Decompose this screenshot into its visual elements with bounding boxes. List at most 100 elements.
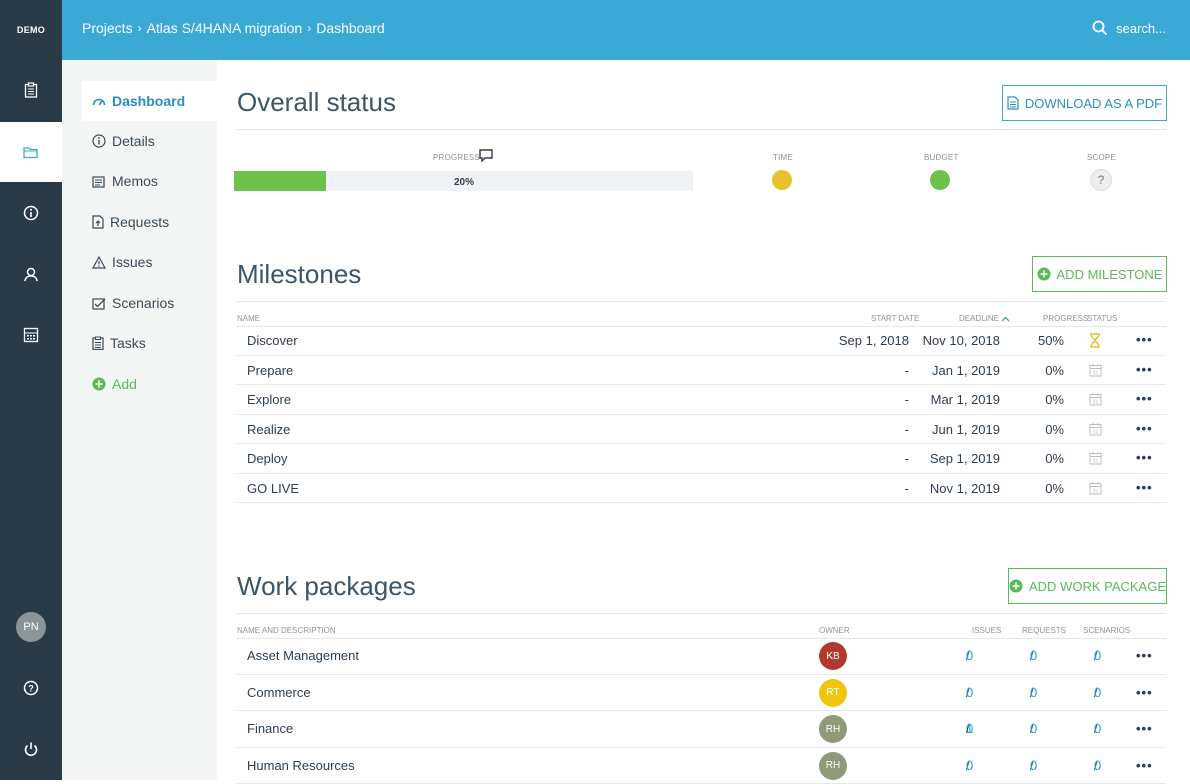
issues-total[interactable]: 0 — [966, 648, 974, 663]
help-icon[interactable]: ? — [0, 658, 62, 718]
milestone-row[interactable]: GO LIVE - Nov 1, 2019 0% 31 ••• — [237, 474, 1166, 503]
sidebar-item-add[interactable]: Add — [82, 364, 217, 404]
folder-icon[interactable] — [0, 122, 62, 182]
requests-open[interactable]: 0 — [1030, 648, 1038, 663]
col-header-name[interactable]: NAME — [237, 314, 261, 323]
milestone-name[interactable]: Discover — [247, 333, 298, 348]
work-package-name[interactable]: Commerce — [247, 684, 311, 700]
milestone-row[interactable]: Realize - Jun 1, 2019 0% 31 ••• — [237, 415, 1166, 444]
more-options-icon[interactable]: ••• — [1136, 361, 1153, 377]
user-search-icon[interactable] — [0, 244, 62, 304]
more-options-icon[interactable]: ••• — [1136, 757, 1153, 773]
more-options-icon[interactable]: ••• — [1136, 391, 1153, 406]
col-header-name-description[interactable]: NAME AND DESCRIPTION — [237, 626, 336, 635]
divider — [237, 638, 1166, 639]
user-avatar[interactable]: PN — [16, 612, 46, 642]
issues-open[interactable]: 0 — [966, 757, 974, 773]
issues-total[interactable]: 0 — [966, 757, 974, 773]
requests-total[interactable]: 0 — [1030, 648, 1038, 663]
milestone-row[interactable]: Explore - Mar 1, 2019 0% 31 ••• — [237, 385, 1166, 415]
scenarios-open[interactable]: 0 — [1094, 757, 1102, 773]
milestone-name[interactable]: Explore — [247, 392, 292, 407]
issues-open[interactable]: 0 — [966, 721, 974, 737]
milestone-row[interactable]: Deploy - Sep 1, 2019 0% 31 ••• — [237, 444, 1166, 474]
more-options-icon[interactable]: ••• — [1136, 332, 1153, 347]
issues-total[interactable]: 0 — [966, 684, 974, 700]
requests-total[interactable]: 0 — [1030, 757, 1038, 773]
requests-open[interactable]: 0 — [1030, 757, 1038, 773]
info-icon[interactable] — [0, 183, 62, 243]
requests-total[interactable]: 0 — [1030, 721, 1038, 737]
requests-total[interactable]: 0 — [1030, 684, 1038, 700]
sidebar-item-label: Details — [112, 133, 155, 149]
owner-avatar[interactable]: RH — [819, 715, 847, 744]
search-box[interactable]: search... — [1092, 20, 1166, 36]
work-package-name[interactable]: Asset Management — [247, 648, 360, 663]
scenarios-total[interactable]: 0 — [1094, 757, 1102, 773]
col-header-deadline[interactable]: DEADLINE — [959, 314, 1010, 323]
milestone-name[interactable]: GO LIVE — [247, 480, 300, 496]
breadcrumb-project[interactable]: Atlas S/4HANA migration — [146, 20, 303, 36]
owner-avatar[interactable]: KB — [819, 642, 847, 670]
scenarios-total[interactable]: 0 — [1094, 684, 1102, 700]
scope-status-indicator[interactable]: ? — [1090, 169, 1112, 191]
col-header-requests[interactable]: REQUESTS — [1022, 626, 1067, 635]
more-options-icon[interactable]: ••• — [1136, 479, 1153, 495]
scenarios-open[interactable]: 0 — [1094, 721, 1102, 737]
more-options-icon[interactable]: ••• — [1136, 684, 1153, 700]
clipboard-icon[interactable] — [0, 60, 62, 120]
work-package-name[interactable]: Human Resources — [247, 757, 355, 773]
issues-open[interactable]: 0 — [966, 684, 974, 700]
work-package-name[interactable]: Finance — [247, 721, 294, 737]
download-pdf-button[interactable]: DOWNLOAD AS A PDF — [1002, 85, 1167, 121]
milestone-row[interactable]: Prepare - Jan 1, 2019 0% 31 ••• — [237, 356, 1166, 385]
calculator-icon[interactable] — [0, 305, 62, 365]
more-options-icon[interactable]: ••• — [1136, 450, 1153, 465]
milestone-name[interactable]: Deploy — [247, 451, 288, 466]
scenarios-open[interactable]: 0 — [1094, 648, 1102, 663]
demo-logo[interactable]: DEMO — [16, 25, 46, 35]
comment-icon[interactable] — [479, 149, 493, 162]
more-options-icon[interactable]: ••• — [1136, 420, 1153, 436]
more-options-icon[interactable]: ••• — [1136, 721, 1153, 737]
sidebar-item-dashboard[interactable]: Dashboard — [82, 81, 217, 121]
milestone-row[interactable]: Discover Sep 1, 2018 Nov 10, 2018 50% ••• — [237, 326, 1166, 356]
sidebar-item-tasks[interactable]: Tasks — [82, 323, 217, 363]
more-options-icon[interactable]: ••• — [1136, 648, 1153, 663]
breadcrumb-separator-icon: › — [137, 21, 142, 35]
scenarios-open[interactable]: 0 — [1094, 684, 1102, 700]
scenarios-total[interactable]: 0 — [1094, 721, 1102, 737]
sort-asc-icon — [1001, 316, 1010, 321]
owner-avatar[interactable]: RT — [819, 678, 847, 707]
sidebar-item-scenarios[interactable]: Scenarios — [82, 283, 217, 323]
col-header-status[interactable]: STATUS — [1087, 314, 1118, 323]
breadcrumb-projects[interactable]: Projects — [82, 20, 133, 36]
sidebar-item-label: Add — [112, 376, 137, 392]
requests-open[interactable]: 0 — [1030, 684, 1038, 700]
milestone-name[interactable]: Realize — [247, 421, 291, 437]
col-header-start-date[interactable]: START DATE — [871, 314, 920, 323]
sidebar-item-issues[interactable]: Issues — [82, 242, 217, 282]
overall-status-title: Overall status — [237, 87, 396, 117]
col-header-owner[interactable]: OWNER — [819, 626, 850, 635]
milestone-name[interactable]: Prepare — [247, 362, 294, 378]
sidebar-item-memos[interactable]: Memos — [82, 161, 217, 201]
col-header-progress[interactable]: PROGRESS — [1043, 314, 1089, 323]
sidebar-item-requests[interactable]: Requests — [82, 202, 217, 242]
power-icon[interactable] — [0, 719, 62, 779]
col-header-scenarios[interactable]: SCENARIOS — [1083, 626, 1131, 635]
search-placeholder[interactable]: search... — [1116, 20, 1166, 36]
sidebar-item-details[interactable]: Details — [82, 121, 217, 161]
scenarios-total[interactable]: 0 — [1094, 648, 1102, 663]
issues-total[interactable]: 1 — [966, 721, 974, 737]
owner-avatar[interactable]: RH — [819, 751, 847, 780]
add-work-package-button[interactable]: ADD WORK PACKAGE — [1008, 568, 1167, 604]
col-header-issues[interactable]: ISSUES — [972, 626, 1002, 635]
issues-open[interactable]: 0 — [966, 648, 974, 663]
requests-open[interactable]: 0 — [1030, 721, 1038, 737]
add-milestone-button[interactable]: ADD MILESTONE — [1032, 256, 1167, 292]
